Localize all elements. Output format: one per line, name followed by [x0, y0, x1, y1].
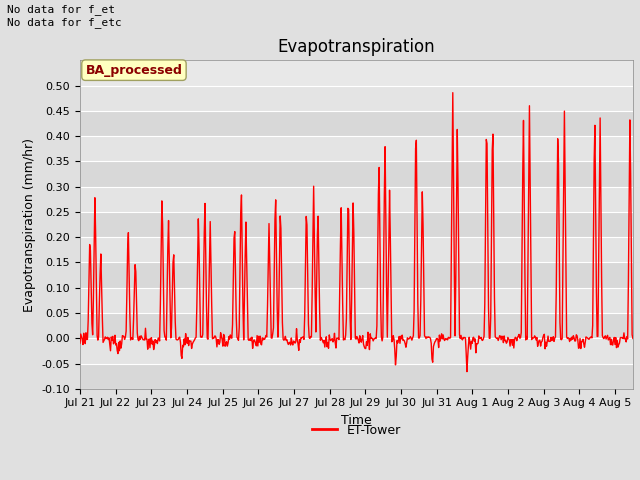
- Bar: [80, 363, 633, 389]
- Bar: [80, 263, 633, 288]
- Title: Evapotranspiration: Evapotranspiration: [278, 38, 435, 56]
- Bar: [80, 187, 633, 212]
- Bar: [80, 237, 633, 263]
- Bar: [80, 338, 633, 363]
- Y-axis label: Evapotranspiration (mm/hr): Evapotranspiration (mm/hr): [23, 138, 36, 312]
- Legend: ET-Tower: ET-Tower: [307, 419, 406, 442]
- Bar: [80, 85, 633, 111]
- Bar: [80, 288, 633, 313]
- X-axis label: Time: Time: [341, 414, 372, 427]
- Bar: [80, 313, 633, 338]
- Bar: [80, 212, 633, 237]
- Bar: [80, 111, 633, 136]
- Text: BA_processed: BA_processed: [86, 64, 182, 77]
- Text: No data for f_et
No data for f_etc: No data for f_et No data for f_etc: [7, 4, 122, 27]
- Bar: [80, 161, 633, 187]
- Bar: [80, 136, 633, 161]
